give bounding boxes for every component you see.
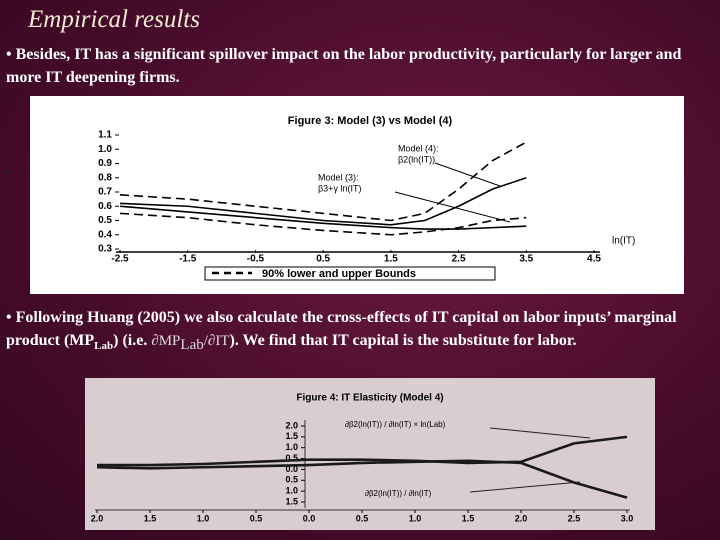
bullet: • — [6, 165, 12, 182]
x-tick-label: 0.5 — [316, 254, 330, 265]
y-tick-label: 1.5 — [285, 431, 298, 441]
legend-label: 90% lower and upper Bounds — [262, 268, 416, 280]
x-tick-label: 0.0 — [303, 513, 316, 523]
annotation: Model (4): — [398, 143, 439, 153]
y-tick-label: 1.0 — [98, 144, 112, 155]
x-tick-label: 2.5 — [568, 513, 581, 523]
x-tick-label: 4.5 — [587, 254, 601, 265]
x-tick-label: -2.5 — [111, 254, 129, 265]
x-tick-label: 0.5 — [356, 513, 369, 523]
y-tick-label: 0.0 — [285, 464, 298, 474]
y-tick-label: 1.0 — [285, 486, 298, 496]
figure-title: Figure 4: IT Elasticity (Model 4) — [296, 393, 443, 404]
arrow — [434, 162, 501, 187]
y-tick-label: 0.5 — [285, 475, 298, 485]
x-tick-label: 3.5 — [519, 254, 533, 265]
y-tick-label: 1.1 — [98, 130, 112, 141]
annotation: Model (3): — [318, 172, 359, 182]
y-tick-label: 0.7 — [98, 187, 112, 198]
y-tick-label: 0.8 — [98, 172, 112, 183]
x-tick-label: -1.5 — [179, 254, 197, 265]
y-tick-label: 0.9 — [98, 158, 112, 169]
y-tick-label: 1.0 — [285, 442, 298, 452]
bullet: • Besides, IT has a significant spillove… — [6, 46, 682, 86]
y-tick-label: 2.0 — [285, 420, 298, 430]
series-line — [97, 435, 628, 467]
x-tick-label: 2.0 — [91, 513, 104, 523]
y-tick-label: 0.5 — [98, 215, 112, 226]
x-tick-label: 1.0 — [197, 513, 210, 523]
formula: /∂IT — [203, 333, 230, 349]
x-tick-label: 1.5 — [384, 254, 398, 265]
x-tick-label: 1.5 — [144, 513, 157, 523]
x-axis-label: ln(IT) — [612, 236, 635, 247]
legend-box — [204, 266, 496, 281]
annotation: β3+γ ln(IT) — [318, 183, 361, 193]
series-line — [119, 205, 527, 230]
subscript: Lab — [94, 340, 114, 353]
figure-4-bg — [85, 378, 655, 530]
x-tick-label: 0.5 — [250, 513, 263, 523]
x-tick-label: 3.0 — [621, 513, 634, 523]
y-tick-label: 0.5 — [285, 453, 298, 463]
annotation: β2(ln(IT)) — [398, 154, 435, 164]
text: ). We find that IT capital is the substi… — [229, 332, 577, 349]
series-line — [119, 176, 527, 226]
x-tick-label: -0.5 — [247, 254, 265, 265]
x-tick-label: 2.5 — [452, 254, 466, 265]
arrow — [394, 191, 511, 223]
x-tick-label: 1.5 — [462, 513, 475, 523]
arrow — [469, 481, 581, 493]
y-tick-label: 0.3 — [98, 244, 112, 255]
arrow — [489, 427, 591, 439]
text: ) (i.e. — [113, 332, 152, 349]
series-line — [119, 141, 527, 222]
annotation: ∂β2(ln(IT)) / ∂ln(IT) — [365, 489, 432, 498]
x-tick-label: 1.0 — [409, 513, 422, 523]
figure-title: Figure 3: Model (3) vs Model (4) — [288, 115, 453, 127]
subscript: Lab — [180, 337, 204, 354]
figure-3-bg — [30, 96, 684, 294]
x-tick-label: 2.0 — [515, 513, 528, 523]
y-tick-label: 1.5 — [285, 496, 298, 506]
series-line — [96, 459, 628, 499]
text: • Following Huang (2005) we also calcula… — [6, 309, 677, 349]
bullet: • Following Huang (2005) we also calcula… — [6, 306, 714, 358]
y-tick-label: 0.6 — [98, 201, 112, 212]
y-tick-label: 0.4 — [98, 229, 112, 240]
slide-title: Empirical results — [28, 6, 200, 33]
annotation: ∂β2(ln(IT)) / ∂ln(IT) × ln(Lab) — [345, 420, 446, 429]
series-line — [119, 212, 527, 236]
formula: ∂MP — [151, 333, 181, 349]
